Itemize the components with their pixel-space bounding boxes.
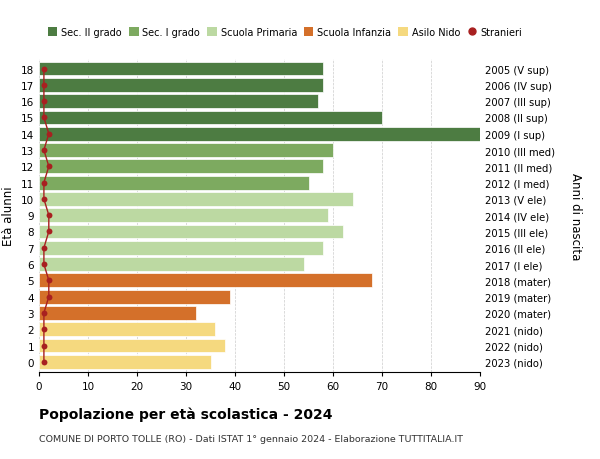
Point: [39, 82, 49, 90]
Bar: [39, 257, 304, 271]
Bar: [39, 355, 211, 369]
Bar: [39, 306, 196, 320]
Point: [44, 228, 53, 235]
Bar: [39, 95, 319, 109]
Point: [39, 179, 49, 187]
Point: [39, 114, 49, 122]
Point: [39, 245, 49, 252]
Bar: [39, 160, 323, 174]
Y-axis label: Età alunni: Età alunni: [2, 186, 16, 246]
Bar: [39, 274, 372, 288]
Y-axis label: Anni di nascita: Anni di nascita: [569, 172, 582, 259]
Bar: [39, 111, 382, 125]
Text: COMUNE DI PORTO TOLLE (RO) - Dati ISTAT 1° gennaio 2024 - Elaborazione TUTTITALI: COMUNE DI PORTO TOLLE (RO) - Dati ISTAT …: [39, 434, 463, 443]
Point: [39, 326, 49, 333]
Bar: [39, 209, 328, 223]
Point: [39, 358, 49, 366]
Legend: Sec. II grado, Sec. I grado, Scuola Primaria, Scuola Infanzia, Asilo Nido, Stran: Sec. II grado, Sec. I grado, Scuola Prim…: [44, 24, 526, 42]
Point: [39, 196, 49, 203]
Bar: [39, 290, 230, 304]
Point: [39, 309, 49, 317]
Bar: [39, 176, 308, 190]
Bar: [39, 128, 480, 141]
Bar: [39, 339, 225, 353]
Point: [39, 342, 49, 349]
Point: [39, 98, 49, 106]
Bar: [39, 62, 323, 76]
Point: [39, 147, 49, 154]
Bar: [39, 225, 343, 239]
Bar: [39, 193, 353, 207]
Point: [44, 277, 53, 285]
Point: [44, 131, 53, 138]
Point: [44, 212, 53, 219]
Point: [44, 163, 53, 171]
Bar: [39, 323, 215, 336]
Bar: [39, 79, 323, 93]
Bar: [39, 241, 323, 255]
Point: [39, 261, 49, 268]
Bar: [39, 144, 333, 157]
Text: Popolazione per età scolastica - 2024: Popolazione per età scolastica - 2024: [39, 406, 332, 421]
Point: [44, 293, 53, 301]
Point: [39, 66, 49, 73]
